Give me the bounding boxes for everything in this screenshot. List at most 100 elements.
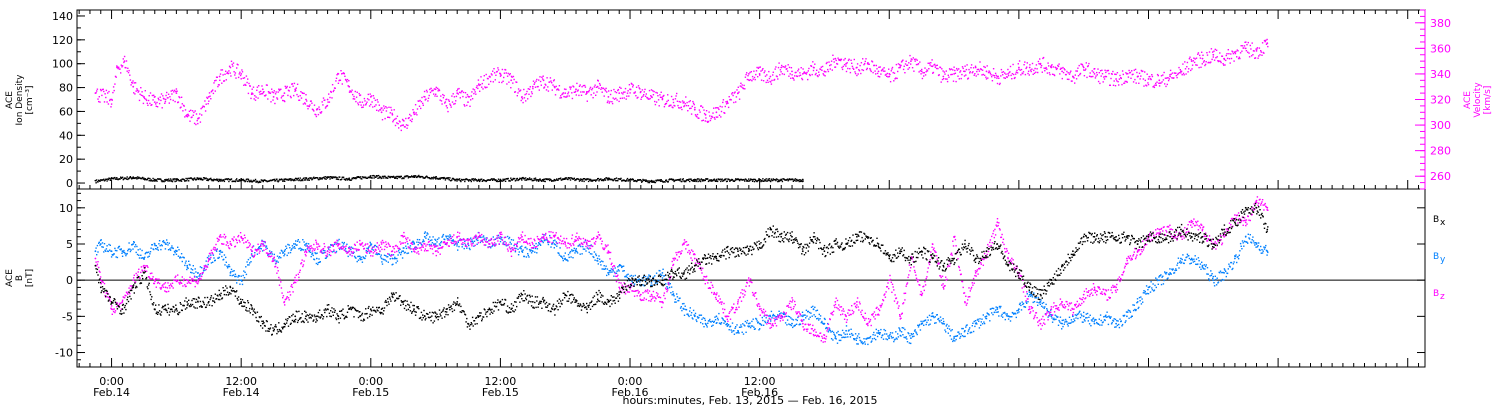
velocity-dot xyxy=(225,79,227,81)
by-dot xyxy=(365,255,367,257)
velocity-dot xyxy=(873,64,876,67)
velocity-dot xyxy=(210,98,212,100)
by-dot xyxy=(482,235,485,237)
velocity-dot xyxy=(958,68,960,70)
velocity-dot xyxy=(622,93,624,95)
velocity-dot-point xyxy=(94,92,97,94)
by-dot xyxy=(739,326,741,328)
velocity-dot xyxy=(806,71,808,74)
velocity-dot xyxy=(703,112,706,115)
velocity-dot xyxy=(1004,77,1006,79)
velocity-dot xyxy=(135,90,137,92)
by-dot xyxy=(742,333,745,335)
by-dot xyxy=(971,325,973,327)
by-dot xyxy=(315,252,317,255)
velocity-dot xyxy=(725,101,727,103)
velocity-dot xyxy=(698,109,701,111)
velocity-dot xyxy=(1046,68,1048,70)
velocity-dot xyxy=(1128,69,1130,72)
velocity-dot xyxy=(828,61,830,63)
velocity-dot xyxy=(812,61,814,63)
by-dot xyxy=(585,250,587,252)
velocity-dot xyxy=(405,124,408,126)
velocity-dot-point xyxy=(434,88,437,91)
velocity-dot xyxy=(449,104,452,106)
velocity-dot xyxy=(950,73,952,76)
velocity-dot xyxy=(183,105,185,107)
velocity-dot-point xyxy=(564,92,567,94)
velocity-dot xyxy=(879,66,881,68)
by-dot xyxy=(388,253,390,255)
by-dot xyxy=(748,325,750,327)
density-dot xyxy=(186,180,188,182)
by-dot xyxy=(617,269,620,271)
by-dot xyxy=(266,247,268,250)
velocity-dot xyxy=(1132,81,1135,83)
velocity-dot xyxy=(236,67,238,69)
velocity-dot xyxy=(598,87,600,89)
velocity-dot xyxy=(779,74,781,76)
by-dot xyxy=(749,322,751,324)
velocity-dot xyxy=(457,93,459,95)
velocity-dot xyxy=(406,127,408,129)
by-dot xyxy=(563,255,565,257)
velocity-dot xyxy=(432,89,434,92)
by-dot xyxy=(246,261,248,263)
density-dot-point xyxy=(650,179,653,182)
by-dot xyxy=(464,240,466,242)
velocity-dot xyxy=(975,75,977,77)
velocity-dot xyxy=(742,87,745,90)
velocity-dot xyxy=(884,70,886,72)
density-dot xyxy=(127,178,129,181)
velocity-dot xyxy=(1044,70,1046,72)
density-dot xyxy=(548,178,550,180)
density-dot xyxy=(764,179,766,181)
velocity-dot xyxy=(496,70,498,73)
density-dot xyxy=(479,180,481,183)
velocity-dot xyxy=(786,68,788,70)
by-dot xyxy=(434,238,436,241)
velocity-dot xyxy=(440,100,443,102)
density-dot xyxy=(468,180,470,182)
density-dot xyxy=(458,179,460,181)
by-dot xyxy=(845,325,848,327)
velocity-dot xyxy=(111,99,113,101)
velocity-dot xyxy=(471,91,473,93)
velocity-dot xyxy=(517,88,520,90)
by-dot xyxy=(347,255,349,258)
velocity-dot xyxy=(1184,61,1186,63)
by-dot xyxy=(609,270,612,272)
density-dot xyxy=(524,179,526,181)
velocity-dot xyxy=(976,70,978,73)
velocity-dot-point xyxy=(704,113,707,116)
by-dot xyxy=(714,319,717,321)
velocity-dot xyxy=(1039,58,1041,60)
velocity-dot xyxy=(966,64,968,66)
velocity-dot xyxy=(1034,67,1036,70)
by-dot xyxy=(653,279,655,282)
density-dot xyxy=(185,177,187,180)
density-dot xyxy=(302,179,304,182)
velocity-dot xyxy=(289,95,292,98)
density-dot xyxy=(538,179,540,181)
velocity-dot xyxy=(1238,56,1240,58)
density-dot-point xyxy=(110,177,113,180)
by-dot xyxy=(904,337,907,339)
density-dot xyxy=(295,177,297,180)
by-dot xyxy=(967,330,970,332)
by-dot xyxy=(966,324,968,326)
velocity-dot xyxy=(633,92,636,94)
velocity-dot-point xyxy=(251,92,253,94)
density-dot xyxy=(441,177,443,179)
density-dot xyxy=(142,176,144,179)
velocity-dot xyxy=(261,93,264,95)
velocity-dot xyxy=(1253,50,1255,52)
velocity-dot xyxy=(527,98,529,100)
velocity-dot xyxy=(763,71,765,74)
density-dot xyxy=(642,178,644,181)
by-dot xyxy=(289,247,291,249)
velocity-dot xyxy=(803,71,806,73)
velocity-dot xyxy=(160,93,163,95)
velocity-dot xyxy=(302,92,304,94)
velocity-dot xyxy=(1143,85,1145,87)
